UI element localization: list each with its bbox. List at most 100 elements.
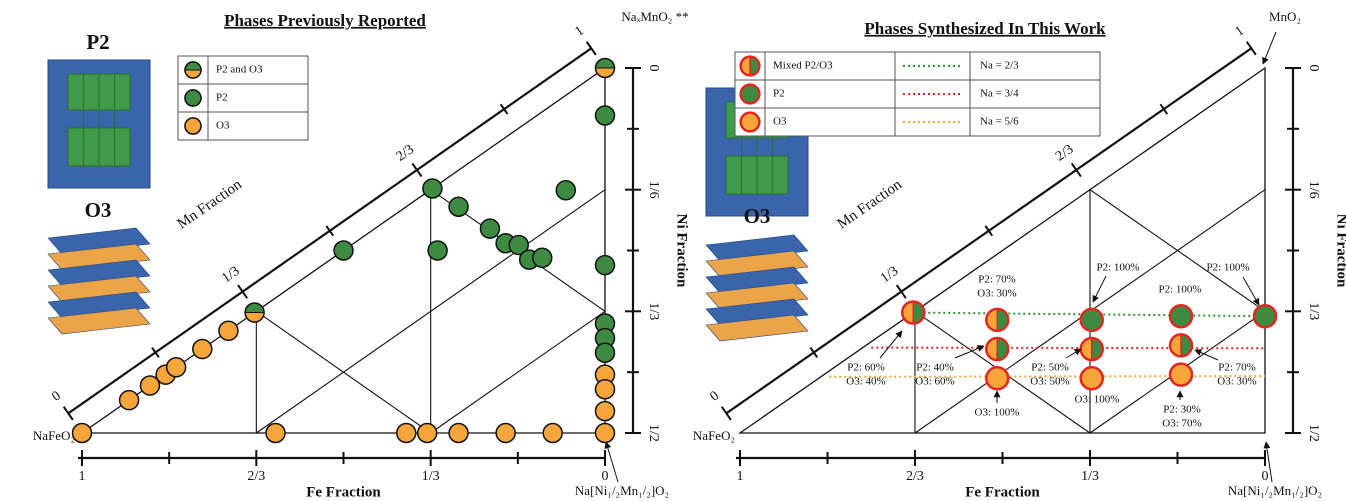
point xyxy=(167,358,186,377)
m-tick xyxy=(501,104,508,114)
point xyxy=(449,197,468,216)
point xyxy=(418,424,437,443)
point xyxy=(596,256,615,275)
m-tick xyxy=(238,285,247,298)
x-axis-title: Fe Fraction xyxy=(965,484,1040,500)
m-axis-title: Mn Fraction xyxy=(834,176,905,232)
point xyxy=(596,380,615,399)
annotation: P2: 100% xyxy=(1158,284,1201,296)
point xyxy=(556,181,575,200)
m-tick-label: 1/3 xyxy=(219,264,242,287)
point xyxy=(1081,309,1103,331)
y-tick-label: 1/3 xyxy=(646,302,661,320)
point xyxy=(596,106,615,125)
point xyxy=(596,343,615,362)
vertex-label: Na[Ni₁/₂Mn₁/₂]O₂ xyxy=(1228,483,1322,498)
annotation: O3: 40% xyxy=(846,376,885,388)
y-tick-label: 1/3 xyxy=(1306,302,1321,320)
structure-label: O3 xyxy=(744,204,771,228)
m-tick-label: 1/3 xyxy=(878,264,901,287)
legend-marker xyxy=(741,85,760,104)
point xyxy=(543,424,562,443)
m-tick-label: 0 xyxy=(49,389,63,405)
m-tick-label: 1 xyxy=(572,24,586,40)
vertex-label: NaₓMnO₂ ** xyxy=(621,9,688,24)
x-tick-label: 1/3 xyxy=(422,469,440,484)
x-tick-label: 2/3 xyxy=(247,469,265,484)
legend: P2 and O3P2O3 xyxy=(178,56,308,140)
x-tick-label: 0 xyxy=(602,469,609,484)
point xyxy=(986,367,1008,389)
m-tick-label: 1 xyxy=(1233,23,1247,39)
m-tick-label: 2/3 xyxy=(394,142,417,165)
annotation: O3: 100% xyxy=(975,407,1020,419)
grid-line xyxy=(431,311,605,433)
annotation: O3: 30% xyxy=(1217,376,1256,388)
annotation: P2: 70% xyxy=(1218,362,1256,374)
point xyxy=(1081,338,1103,360)
annotation: P2: 70% xyxy=(978,274,1016,286)
m-tick xyxy=(1247,42,1256,55)
point xyxy=(428,241,447,260)
y-tick-label: 1/2 xyxy=(646,424,661,442)
point xyxy=(1254,305,1276,327)
vertex-label: NaFeO₂ xyxy=(693,428,735,443)
point xyxy=(1081,367,1103,389)
annotation-arrow xyxy=(1243,277,1259,305)
m-tick xyxy=(64,407,73,420)
x-axis-title: Fe Fraction xyxy=(306,484,381,500)
m-tick xyxy=(1072,163,1081,176)
legend-marker xyxy=(185,90,201,106)
point xyxy=(449,424,468,443)
m-tick xyxy=(985,226,992,236)
legend-label: P2 and O3 xyxy=(216,64,263,76)
x-tick-label: 2/3 xyxy=(906,469,924,484)
annotation: O3: 60% xyxy=(915,376,954,388)
y-tick-label: 1/2 xyxy=(1306,424,1321,442)
point xyxy=(496,424,515,443)
annotation-arrow xyxy=(880,331,902,358)
point xyxy=(120,391,139,410)
m-tick xyxy=(897,285,906,298)
point xyxy=(334,241,353,260)
point xyxy=(193,340,212,359)
annotation: P2: 40% xyxy=(916,362,954,374)
m-tick xyxy=(722,407,731,420)
point xyxy=(986,338,1008,360)
point xyxy=(219,321,238,340)
annotation: P2: 100% xyxy=(1096,262,1139,274)
point xyxy=(73,424,92,443)
annotation: O3: 70% xyxy=(1162,418,1201,430)
chart-title: Phases Synthesized In This Work xyxy=(864,19,1106,38)
m-tick-label: 2/3 xyxy=(1053,142,1076,165)
annotation: P2: 100% xyxy=(1206,262,1249,274)
m-tick xyxy=(1160,104,1167,114)
point xyxy=(596,402,615,421)
x-tick-label: 1 xyxy=(79,469,86,484)
marker-half xyxy=(596,68,615,77)
legend-marker xyxy=(185,62,201,78)
legend-label: Na = 2/3 xyxy=(980,60,1019,72)
m-tick xyxy=(412,163,421,176)
structure-label: P2 xyxy=(86,30,109,54)
point xyxy=(480,219,499,238)
point xyxy=(902,302,924,324)
point xyxy=(986,309,1008,331)
legend-label: O3 xyxy=(216,120,230,132)
point xyxy=(1170,305,1192,327)
m-tick xyxy=(587,42,596,55)
m-axis-title: Mn Fraction xyxy=(175,176,246,232)
y-tick-label: 1/6 xyxy=(1306,181,1321,199)
legend-marker xyxy=(185,118,201,134)
marker-half xyxy=(245,303,264,313)
point xyxy=(266,424,285,443)
vertex-label: Na[Ni₁/₂Mn₁/₂]O₂ xyxy=(575,483,669,498)
legend-marker xyxy=(741,57,760,76)
annotation: P2: 30% xyxy=(1163,404,1201,416)
annotation: O3: 100% xyxy=(1075,394,1120,406)
annotation-arrow xyxy=(1066,349,1081,358)
legend-label: O3 xyxy=(773,116,787,128)
point xyxy=(423,179,442,198)
vertex-label: MnO₂ xyxy=(1269,9,1301,24)
